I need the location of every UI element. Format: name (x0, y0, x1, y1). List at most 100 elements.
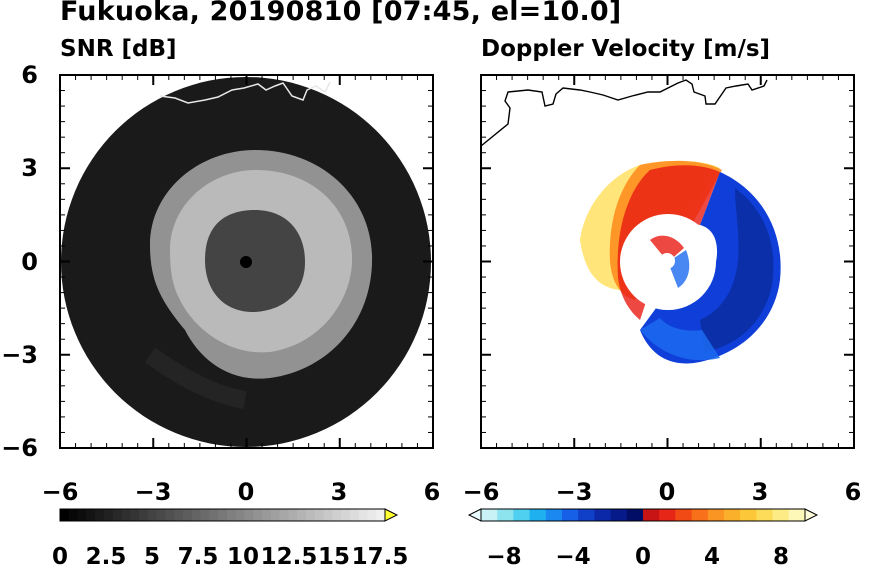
snr-colorbar-segment (174, 509, 184, 521)
snr-colorbar-segment (349, 509, 360, 521)
snr-colorbar-segment (262, 509, 272, 521)
snr-colorbar-segment (147, 509, 158, 521)
snr-colorbar-segment (358, 509, 368, 521)
doppler-colorbar-label: −8 (486, 544, 521, 570)
snr-colorbar-segment (367, 509, 377, 521)
snr-y-tick-label: −3 (1, 341, 38, 369)
doppler-x-tick-label: 6 (845, 478, 862, 506)
snr-colorbar-label: 17.5 (352, 544, 409, 570)
snr-minor-ticks (60, 75, 433, 448)
snr-x-tick-label: 3 (331, 478, 348, 506)
snr-colorbar-segment (279, 509, 289, 521)
snr-coastline (159, 81, 331, 104)
doppler-colorbar-segment (529, 509, 547, 521)
doppler-colorbar-label: 0 (635, 544, 651, 570)
snr-colorbar-segment (226, 509, 237, 521)
doppler-colorbar-segment (610, 509, 628, 521)
snr-colorbar-segment (288, 509, 298, 521)
snr-x-tick-label: −3 (135, 478, 172, 506)
snr-x-tick-label: −6 (42, 478, 79, 506)
snr-colorbar-segment (103, 509, 114, 521)
doppler-colorbar-segment (724, 509, 741, 521)
snr-colorbar-segment (112, 509, 122, 521)
snr-colorbar-label: 2.5 (86, 544, 127, 570)
doppler-x-tick-label: 0 (659, 478, 676, 506)
doppler-colorbar-extend-max (804, 508, 819, 522)
snr-x-tick-label: 0 (238, 478, 255, 506)
snr-colorbar-segment (182, 509, 193, 521)
snr-colorbar-segment (191, 509, 202, 521)
doppler-panel-title: Doppler Velocity [m/s] (481, 36, 771, 62)
snr-colorbar-segment (323, 509, 333, 521)
doppler-colorbar-segment (626, 509, 644, 521)
snr-plot-area (59, 74, 434, 449)
doppler-colorbar-segment (659, 509, 676, 521)
doppler-x-tick-label: −6 (463, 478, 500, 506)
doppler-colorbar-segment (481, 509, 498, 521)
snr-colorbar-label: 5 (144, 544, 160, 570)
snr-colorbar (59, 508, 399, 522)
doppler-colorbar-segment (772, 509, 790, 521)
snr-colorbar-label: 7.5 (178, 544, 219, 570)
snr-colorbar-segment (244, 509, 254, 521)
doppler-x-tick-label: −3 (556, 478, 593, 506)
snr-colorbar-segment (121, 509, 131, 521)
snr-y-tick-label: 0 (21, 248, 38, 276)
doppler-colorbar-segment (545, 509, 563, 521)
snr-colorbar-segment (139, 509, 149, 521)
doppler-colorbar-segment (756, 509, 774, 521)
snr-colorbar-segment (297, 509, 307, 521)
doppler-plot-area (480, 74, 855, 449)
doppler-colorbar-label: −4 (555, 544, 590, 570)
doppler-colorbar-segment (675, 509, 693, 521)
doppler-colorbar-segment (513, 509, 531, 521)
doppler-colorbar-segment (578, 509, 595, 521)
snr-colorbar-label: 0 (52, 544, 68, 570)
doppler-colorbar-segment (497, 509, 514, 521)
snr-y-tick-label: 3 (21, 154, 38, 182)
doppler-colorbar-segment (594, 509, 612, 521)
snr-colorbar-segment (130, 509, 140, 521)
snr-colorbar-label: 15 (318, 544, 350, 570)
snr-major-ticks (59, 74, 434, 449)
snr-colorbar-label: 10 (227, 544, 259, 570)
doppler-colorbar-segment (707, 509, 725, 521)
figure-title: Fukuoka, 20190810 [07:45, el=10.0] (60, 0, 622, 27)
snr-colorbar-segment (305, 509, 316, 521)
snr-colorbar-segment (376, 509, 386, 521)
doppler-colorbar-extend-min (467, 508, 482, 522)
snr-colorbar-segment (86, 509, 96, 521)
snr-colorbar-segment (156, 509, 166, 521)
snr-colorbar-segment (165, 509, 175, 521)
snr-y-tick-label: 6 (21, 61, 38, 89)
snr-colorbar-segment (68, 509, 79, 521)
snr-colorbar-segment (253, 509, 263, 521)
snr-x-tick-label: 6 (424, 478, 441, 506)
snr-panel-title: SNR [dB] (60, 36, 177, 62)
snr-colorbar-segment (270, 509, 281, 521)
doppler-colorbar-label: 8 (773, 544, 789, 570)
doppler-minor-ticks (481, 75, 854, 448)
snr-colorbar-segment (209, 509, 219, 521)
snr-colorbar-segment (218, 509, 228, 521)
snr-colorbar-label: 12.5 (261, 544, 318, 570)
doppler-colorbar-segment (562, 509, 579, 521)
doppler-colorbar (467, 508, 819, 522)
doppler-echo-field (580, 160, 781, 364)
snr-colorbar-segment (60, 509, 70, 521)
snr-colorbar-extend-max (384, 508, 399, 522)
snr-colorbar-segment (314, 509, 325, 521)
doppler-x-tick-label: 3 (752, 478, 769, 506)
snr-echo-field (144, 150, 373, 409)
doppler-coastline (480, 79, 768, 147)
snr-colorbar-segment (95, 509, 105, 521)
snr-colorbar-segment (200, 509, 210, 521)
snr-colorbar-segment (341, 509, 351, 521)
doppler-colorbar-segment (643, 509, 660, 521)
doppler-colorbar-segment (740, 509, 757, 521)
snr-colorbar-segment (332, 509, 342, 521)
snr-colorbar-segment (235, 509, 245, 521)
snr-y-tick-label: −6 (1, 434, 38, 462)
snr-colorbar-segment (77, 509, 87, 521)
doppler-colorbar-label: 4 (704, 544, 720, 570)
